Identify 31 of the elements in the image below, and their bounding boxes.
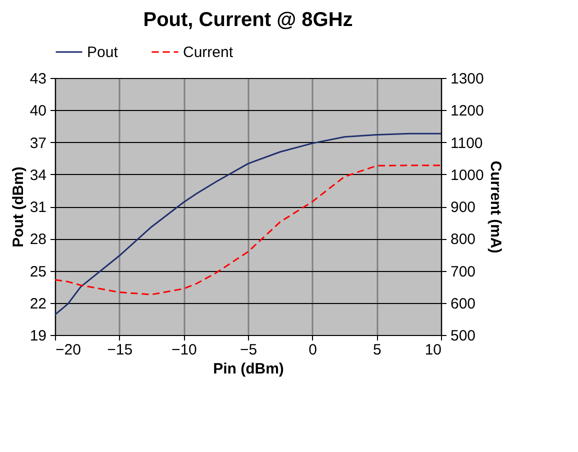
chart-title: Pout, Current @ 8GHz xyxy=(143,9,353,31)
x-tick-label: −20 xyxy=(56,342,81,358)
y-axis-title: Pout (dBm) xyxy=(10,166,27,248)
y2-tick-label: 1100 xyxy=(450,134,483,152)
y-tick-label: 37 xyxy=(30,134,46,152)
x-tick-label: −15 xyxy=(107,342,133,358)
y-tick-label: 31 xyxy=(30,199,46,216)
y2-tick-label: 700 xyxy=(450,263,476,280)
y2-axis-title: Current (mA) xyxy=(486,160,504,254)
x-axis-title: Pin (dBm) xyxy=(213,360,284,378)
y2-tick-label: 500 xyxy=(450,328,476,344)
y2-tick-label: 1000 xyxy=(450,166,484,184)
x-tick-label: 5 xyxy=(372,342,382,358)
legend-label: Pout xyxy=(87,44,119,61)
y2-tick-label: 1300 xyxy=(450,70,484,88)
y2-tick-label: 1200 xyxy=(450,102,484,120)
y2-tick-label: 600 xyxy=(450,295,476,312)
y2-tick-label: 800 xyxy=(450,231,476,248)
y-tick-label: 40 xyxy=(30,102,46,120)
x-tick-label: 10 xyxy=(424,342,442,358)
legend-label: Current xyxy=(183,44,234,61)
y-tick-label: 19 xyxy=(30,328,46,344)
x-tick-label: 0 xyxy=(308,342,318,358)
x-tick-label: −5 xyxy=(240,342,258,358)
y-tick-label: 43 xyxy=(30,70,46,88)
y-tick-label: 25 xyxy=(30,263,46,280)
y-tick-label: 34 xyxy=(30,166,46,184)
y2-tick-label: 900 xyxy=(450,199,476,216)
y-tick-label: 28 xyxy=(30,231,46,248)
y-tick-label: 22 xyxy=(30,295,46,312)
x-tick-label: −10 xyxy=(171,342,197,358)
